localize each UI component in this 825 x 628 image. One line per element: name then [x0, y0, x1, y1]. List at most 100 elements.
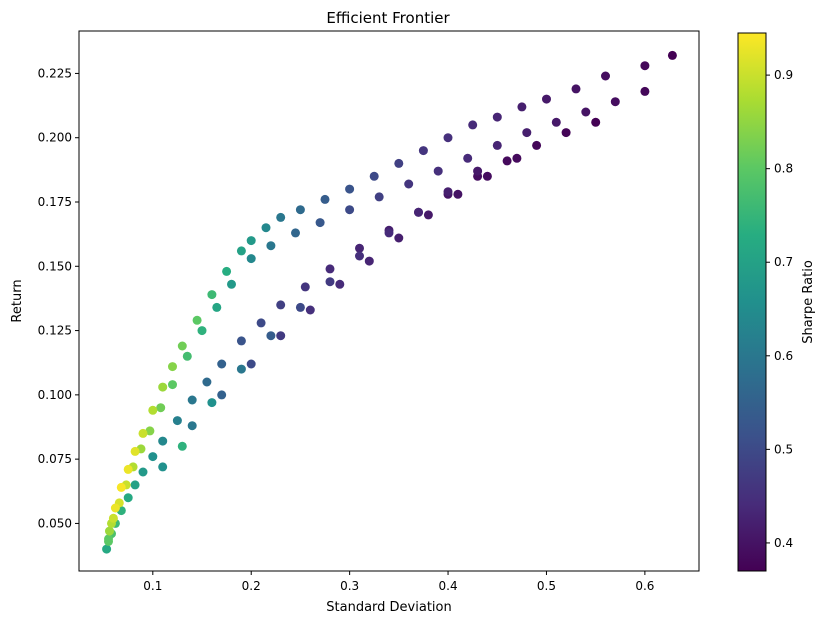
scatter-point [502, 156, 512, 166]
scatter-point [300, 282, 310, 292]
scatter-point [433, 166, 443, 176]
scatter-point [482, 171, 492, 181]
scatter-point [276, 331, 286, 341]
scatter-point [266, 331, 276, 341]
scatter-point [601, 71, 610, 81]
scatter-point [522, 128, 532, 138]
scatter-point [423, 210, 433, 220]
scatter-point [492, 112, 502, 122]
scatter-point [256, 318, 266, 328]
x-tick-label: 0.6 [635, 579, 654, 593]
scatter-point [640, 61, 650, 71]
scatter-point [156, 403, 166, 413]
scatter-point [123, 464, 133, 474]
x-tick-label: 0.5 [537, 579, 556, 593]
scatter-point [571, 84, 581, 94]
scatter-point [158, 436, 168, 446]
scatter-point [468, 120, 478, 130]
scatter-point [177, 441, 187, 451]
scatter-point [295, 205, 305, 215]
x-tick-label: 0.1 [143, 579, 162, 593]
scatter-point [108, 513, 118, 523]
scatter-point [105, 526, 114, 536]
scatter-points [102, 50, 677, 554]
scatter-point [325, 277, 335, 287]
scatter-point [315, 218, 325, 228]
scatter-point [517, 102, 527, 112]
scatter-point [236, 246, 246, 256]
scatter-point [463, 153, 473, 163]
scatter-point [168, 362, 177, 372]
scatter-point [443, 187, 453, 197]
scatter-point [364, 256, 374, 266]
scatter-point [217, 359, 227, 369]
y-tick-label: 0.075 [38, 452, 72, 466]
scatter-point [325, 264, 335, 274]
x-axis-label: Standard Deviation [326, 600, 451, 615]
scatter-point [320, 194, 330, 204]
scatter-point [581, 107, 591, 117]
scatter-point [355, 243, 364, 253]
colorbar [737, 32, 767, 572]
colorbar-tick-label: 0.8 [774, 162, 793, 176]
scatter-point [246, 254, 256, 264]
scatter-point [212, 302, 222, 312]
scatter-point [145, 426, 155, 436]
scatter-point [305, 305, 315, 315]
scatter-point [246, 236, 256, 246]
y-axis-ticks: 0.050 0.075 0.100 0.125 0.150 0.175 0.200 0.225 [38, 66, 79, 530]
scatter-point [591, 117, 601, 127]
scatter-point [187, 421, 197, 431]
scatter-point [291, 228, 300, 238]
scatter-point [640, 86, 650, 96]
scatter-point [148, 452, 158, 462]
scatter-point [130, 480, 140, 490]
scatter-point [187, 395, 197, 405]
scatter-point [236, 364, 246, 374]
y-axis-label: Return [10, 279, 25, 322]
y-tick-label: 0.125 [38, 324, 72, 338]
scatter-point [177, 341, 187, 351]
x-tick-label: 0.4 [439, 579, 458, 593]
scatter-point [266, 241, 276, 251]
scatter-point [345, 205, 355, 215]
y-tick-label: 0.225 [38, 66, 72, 80]
scatter-point [261, 223, 271, 233]
scatter-point [512, 153, 522, 163]
scatter-point [473, 166, 483, 176]
colorbar-tick-label: 0.4 [774, 536, 793, 550]
scatter-point [443, 133, 453, 143]
scatter-point [192, 315, 202, 325]
scatter-point [276, 212, 286, 222]
scatter-point [374, 192, 384, 202]
colorbar-label: Sharpe Ratio [801, 260, 816, 344]
scatter-point [453, 189, 463, 199]
scatter-point [369, 171, 379, 181]
scatter-point [394, 158, 404, 168]
scatter-point [168, 380, 177, 390]
scatter-point [172, 416, 182, 426]
scatter-point [542, 94, 551, 104]
scatter-point [217, 390, 227, 400]
scatter-point [102, 544, 112, 554]
colorbar-tick-label: 0.9 [774, 68, 793, 82]
colorbar-tick-label: 0.7 [774, 255, 793, 269]
scatter-point [345, 184, 355, 194]
y-tick-label: 0.200 [38, 131, 72, 145]
scatter-point [492, 140, 502, 150]
scatter-point [295, 302, 305, 312]
scatter-point [207, 398, 217, 408]
scatter-point [116, 482, 126, 492]
scatter-point [276, 300, 286, 310]
scatter-point [104, 536, 113, 546]
scatter-point [207, 290, 217, 300]
scatter-point [110, 503, 120, 513]
scatter-point [227, 279, 236, 289]
colorbar-ticks: 0.4 0.5 0.6 0.7 0.8 0.9 [766, 68, 793, 550]
y-tick-label: 0.175 [38, 195, 72, 209]
scatter-point [335, 279, 345, 289]
x-tick-label: 0.3 [340, 579, 359, 593]
chart-title: Efficient Frontier [326, 9, 450, 27]
scatter-point [236, 336, 246, 346]
